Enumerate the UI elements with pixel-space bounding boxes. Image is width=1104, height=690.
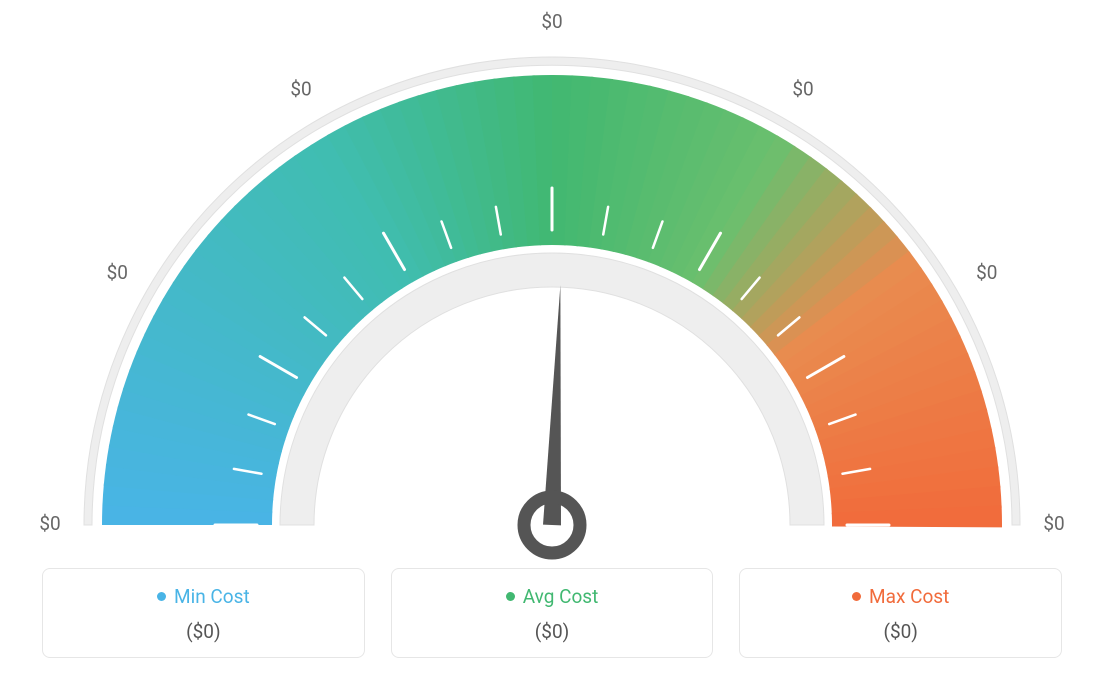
legend-dot-avg bbox=[506, 592, 515, 601]
gauge-chart: $0 $0 $0 $0 $0 $0 $0 bbox=[0, 0, 1104, 560]
legend-label-row-avg: Avg Cost bbox=[402, 585, 703, 608]
legend-label-min: Min Cost bbox=[174, 585, 250, 608]
gauge-svg: $0 $0 $0 $0 $0 $0 $0 bbox=[0, 0, 1104, 560]
svg-text:$0: $0 bbox=[39, 512, 60, 535]
legend-label-row-max: Max Cost bbox=[750, 585, 1051, 608]
legend-card-min: Min Cost ($0) bbox=[42, 568, 365, 658]
legend-row: Min Cost ($0) Avg Cost ($0) Max Cost ($0… bbox=[42, 568, 1062, 658]
legend-value-max: ($0) bbox=[750, 620, 1051, 643]
legend-card-avg: Avg Cost ($0) bbox=[391, 568, 714, 658]
legend-value-avg: ($0) bbox=[402, 620, 703, 643]
svg-text:$0: $0 bbox=[541, 10, 562, 33]
svg-text:$0: $0 bbox=[792, 77, 813, 100]
svg-text:$0: $0 bbox=[976, 261, 997, 284]
svg-text:$0: $0 bbox=[290, 77, 311, 100]
legend-dot-max bbox=[852, 592, 861, 601]
legend-value-min: ($0) bbox=[53, 620, 354, 643]
gauge-cost-widget: $0 $0 $0 $0 $0 $0 $0 Min Cost ($0) Avg Cost ($… bbox=[0, 0, 1104, 690]
legend-dot-min bbox=[157, 592, 166, 601]
legend-label-max: Max Cost bbox=[869, 585, 949, 608]
svg-text:$0: $0 bbox=[1043, 512, 1064, 535]
legend-label-row-min: Min Cost bbox=[53, 585, 354, 608]
legend-card-max: Max Cost ($0) bbox=[739, 568, 1062, 658]
svg-text:$0: $0 bbox=[107, 261, 128, 284]
legend-label-avg: Avg Cost bbox=[523, 585, 599, 608]
